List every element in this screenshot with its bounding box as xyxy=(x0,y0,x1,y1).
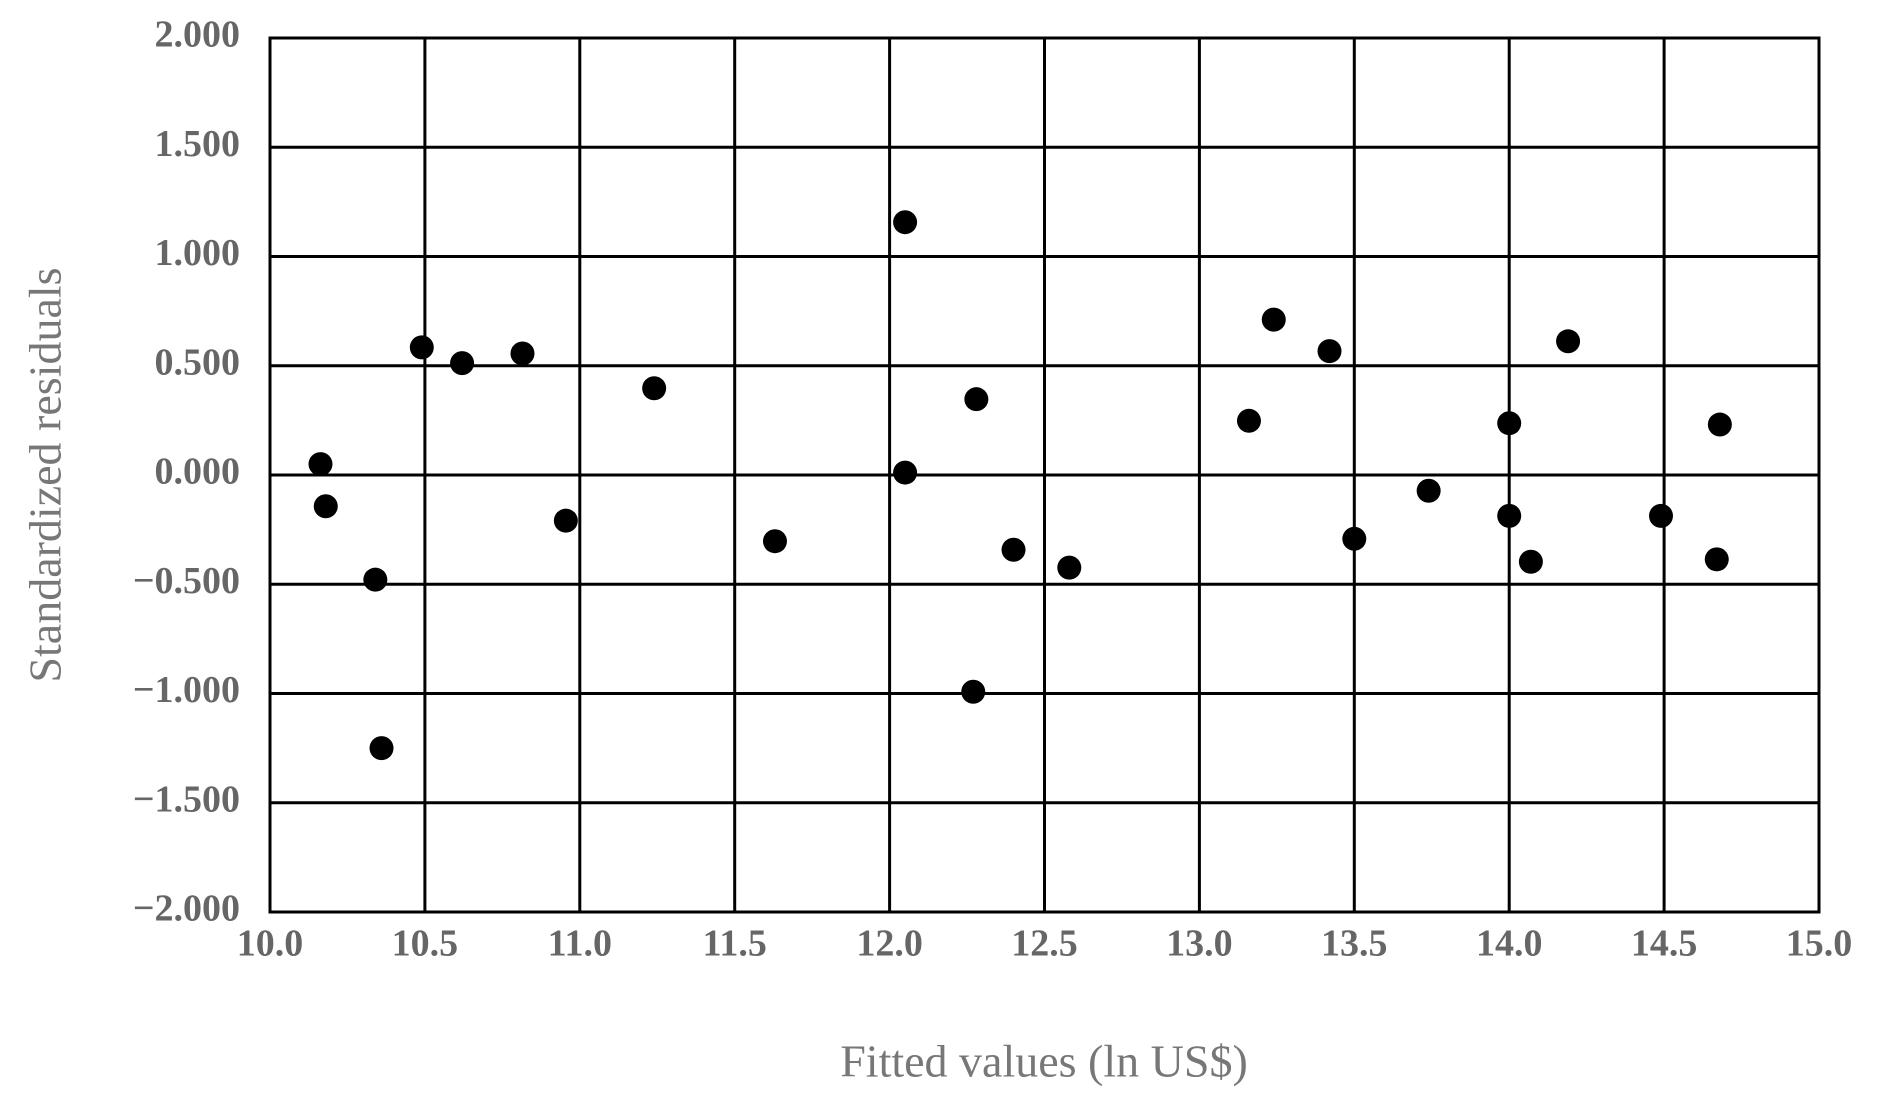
point xyxy=(1518,549,1543,574)
point xyxy=(1704,547,1729,572)
point xyxy=(1497,411,1522,436)
point xyxy=(1236,408,1261,433)
point xyxy=(1556,329,1581,354)
point xyxy=(1707,412,1732,437)
y-tick-label: −1.500 xyxy=(133,778,240,820)
point xyxy=(1342,526,1367,551)
point xyxy=(1001,537,1026,562)
x-tick-label: 13.5 xyxy=(1321,923,1388,965)
point xyxy=(1416,478,1441,503)
y-tick-label: 0.000 xyxy=(155,451,241,493)
point xyxy=(313,494,338,519)
x-axis-title: Fitted values (ln US$) xyxy=(840,1036,1248,1087)
plot-frame xyxy=(268,36,1821,914)
point xyxy=(893,210,918,235)
x-tick-label: 13.0 xyxy=(1166,923,1233,965)
y-tick-label: 1.000 xyxy=(155,232,241,274)
y-tick-label: 2.000 xyxy=(155,14,241,56)
x-tick-label: 14.5 xyxy=(1631,923,1698,965)
point xyxy=(642,376,667,401)
x-tick-label: 15.0 xyxy=(1786,923,1853,965)
y-tick-label: 0.500 xyxy=(155,341,241,383)
point xyxy=(450,351,475,376)
x-tick-label: 10.5 xyxy=(392,923,459,965)
x-tick-label: 10.0 xyxy=(237,923,304,965)
point xyxy=(510,341,535,366)
y-tick-label: −2.000 xyxy=(133,888,240,930)
point xyxy=(409,335,434,360)
x-tick-label: 14.0 xyxy=(1476,923,1543,965)
y-axis-title: Standardized residuals xyxy=(20,267,71,682)
point xyxy=(1649,503,1674,528)
point xyxy=(369,736,394,761)
y-tick-label: −1.000 xyxy=(133,669,240,711)
x-tick-label: 12.0 xyxy=(856,923,923,965)
point xyxy=(1261,307,1286,332)
y-tick-label: 1.500 xyxy=(155,123,241,165)
y-tick-label: −0.500 xyxy=(133,560,240,602)
point xyxy=(961,679,986,704)
x-tick-label: 11.0 xyxy=(548,923,612,965)
point xyxy=(308,452,333,477)
point xyxy=(964,387,989,412)
x-tick-label: 12.5 xyxy=(1011,923,1078,965)
x-tick-label: 11.5 xyxy=(702,923,766,965)
point xyxy=(1057,555,1082,580)
point xyxy=(762,529,787,554)
point xyxy=(363,567,388,592)
point xyxy=(553,508,578,533)
point xyxy=(1317,339,1342,364)
point xyxy=(1497,503,1522,528)
point xyxy=(893,460,918,485)
